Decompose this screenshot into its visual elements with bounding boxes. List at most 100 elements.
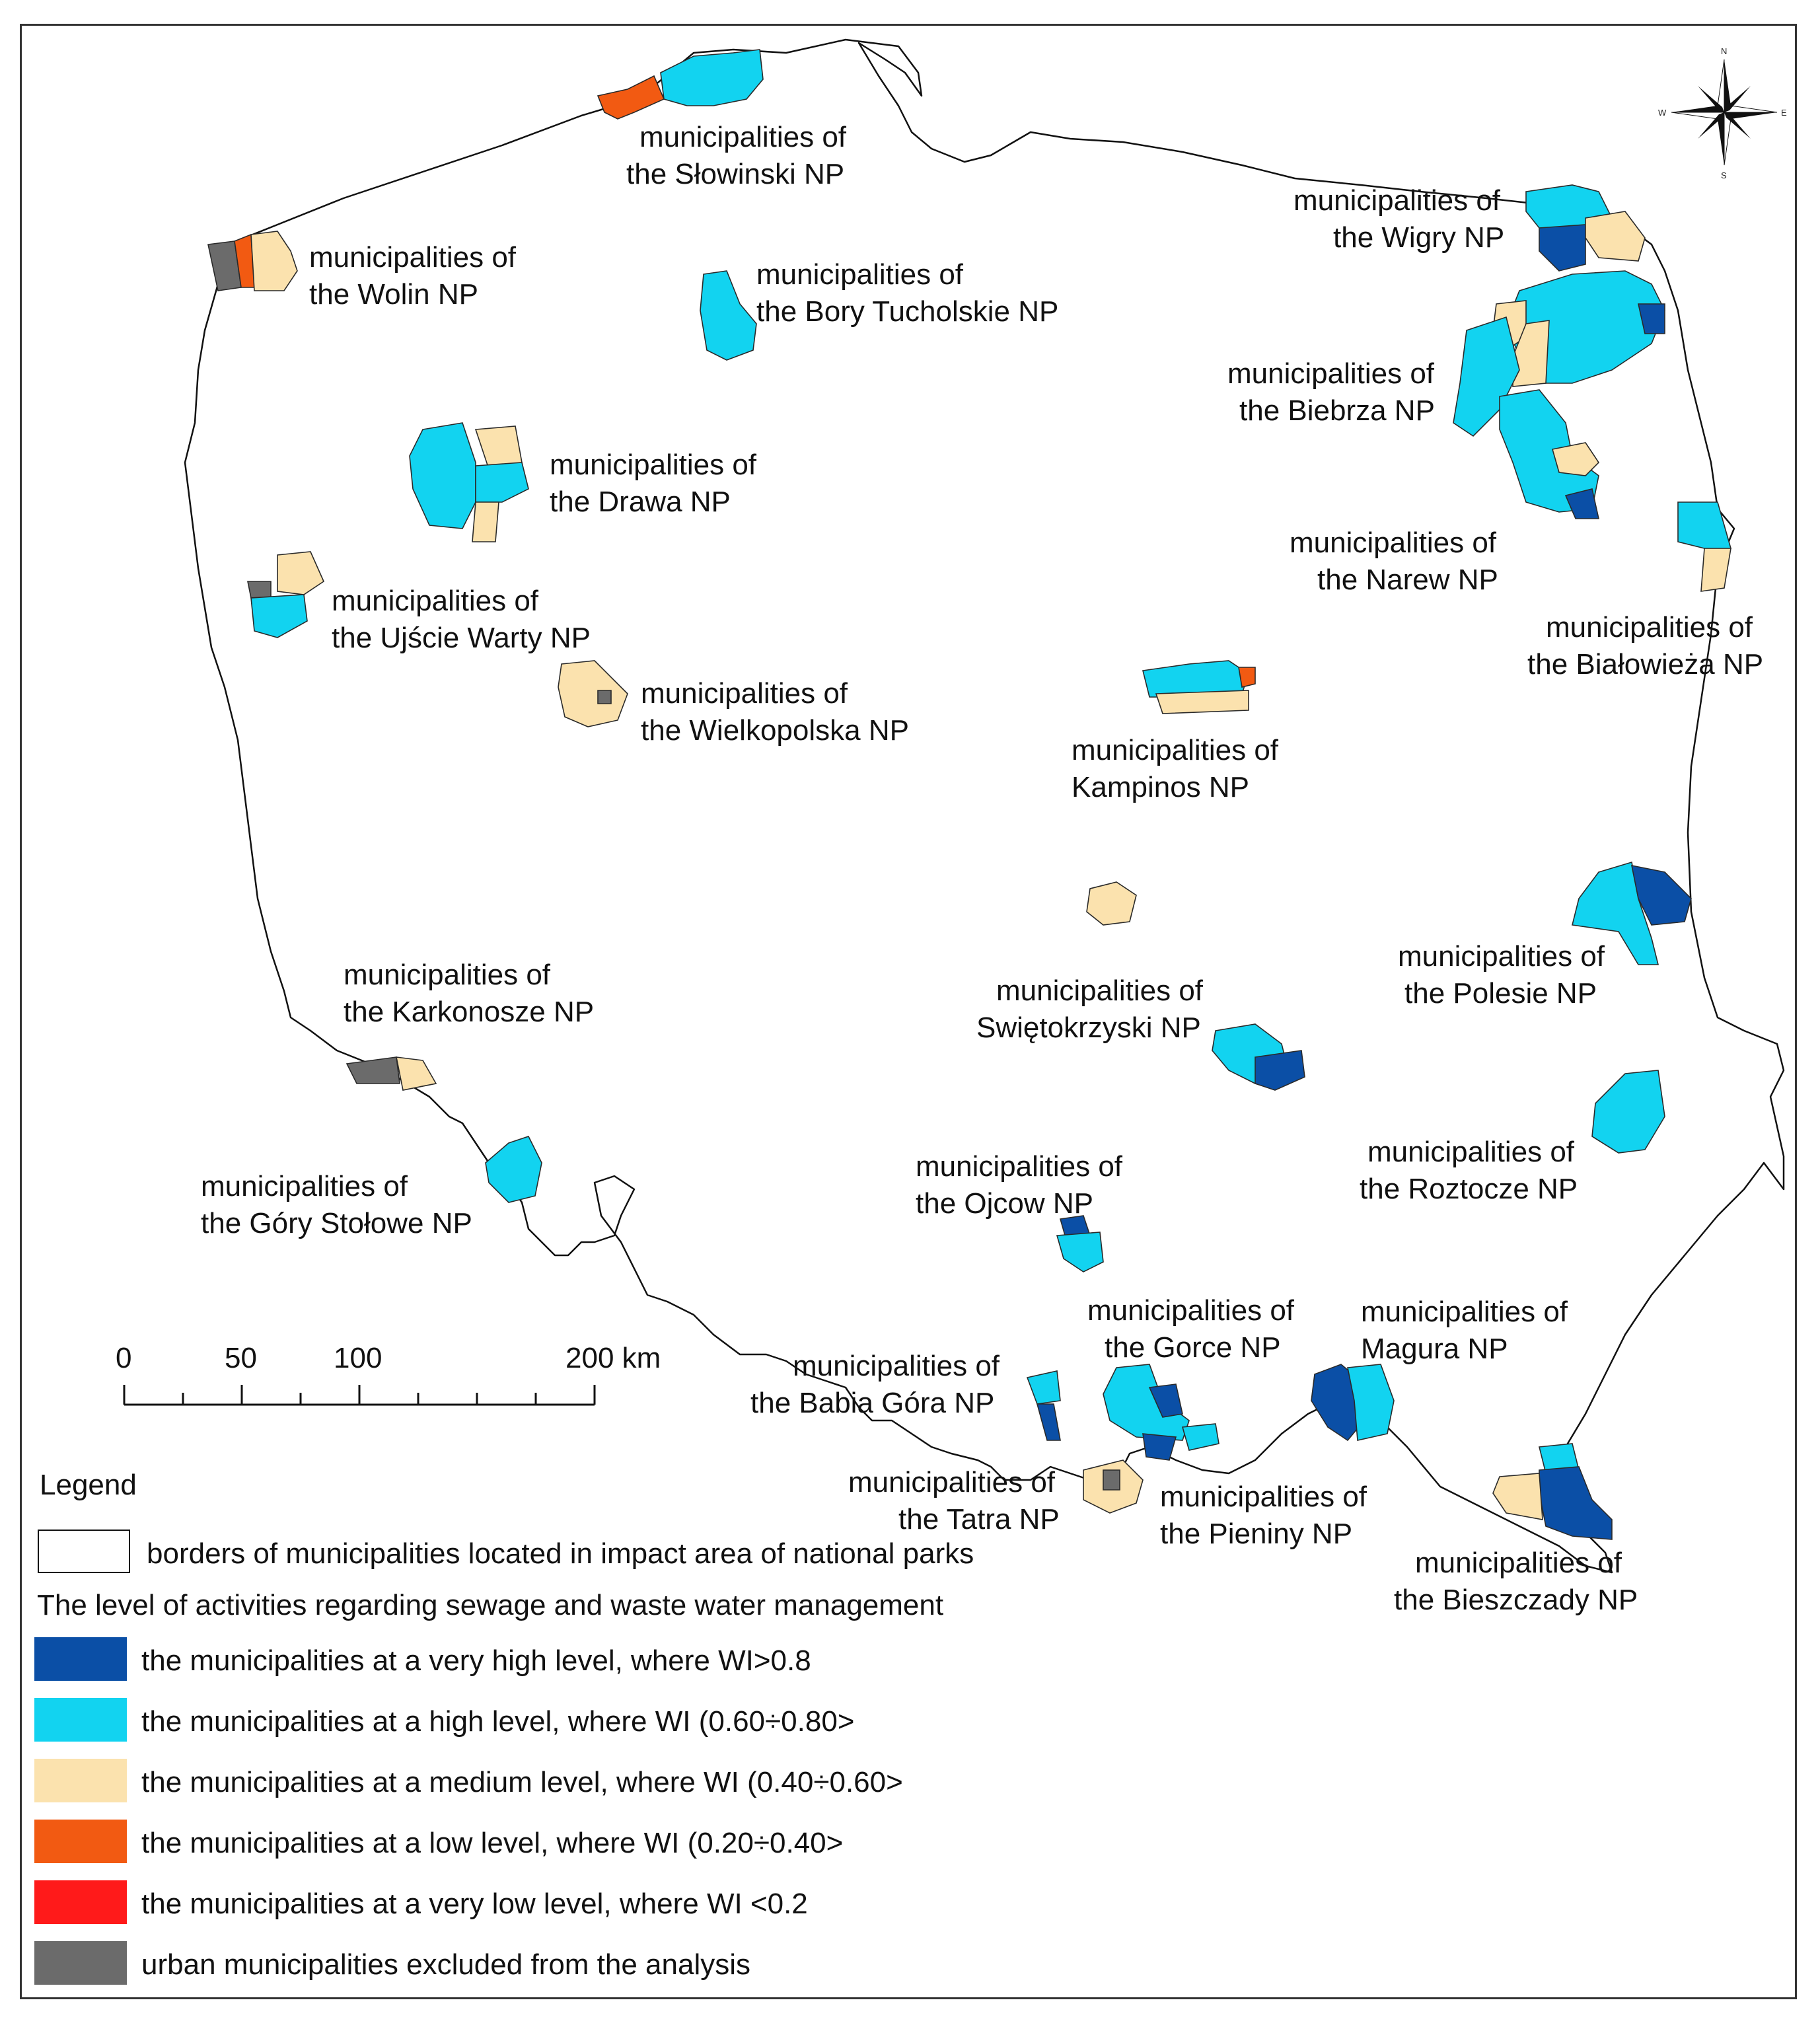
region-shape	[247, 581, 272, 599]
label-gory-stolowe-1: municipalities of	[201, 1170, 408, 1202]
region-shape	[1181, 1423, 1219, 1451]
region-shape	[660, 49, 764, 106]
label-ojcow-2: the Ojcow NP	[916, 1187, 1093, 1220]
region-shape	[597, 75, 665, 120]
label-kampinos-2: Kampinos NP	[1072, 771, 1249, 803]
label-bialowieza-2: the Białowieża NP	[1527, 648, 1763, 681]
legend-label-high: the municipalities at a high level, wher…	[141, 1705, 855, 1738]
region-shape	[1492, 1473, 1543, 1520]
legend-label-urban: urban municipalities excluded from the a…	[141, 1948, 750, 1981]
region-shape	[250, 594, 308, 638]
label-roztocze-1: municipalities of	[1367, 1136, 1575, 1168]
legend-subtitle: The level of activities regarding sewage…	[37, 1589, 943, 1621]
label-swietokrzyski-2: Swiętokrzyski NP	[976, 1012, 1201, 1044]
legend-label-low: the municipalities at a low level, where…	[141, 1827, 843, 1859]
region-shape	[1148, 1383, 1183, 1418]
area-biebrza	[1453, 270, 1665, 437]
area-narew	[1499, 389, 1600, 519]
label-biebrza-1: municipalities of	[1227, 357, 1435, 390]
region-shape	[346, 1056, 400, 1084]
label-roztocze-2: the Roztocze NP	[1360, 1173, 1578, 1205]
legend: Legend borders of municipalities located…	[34, 1469, 974, 1985]
region-shape	[558, 660, 628, 727]
area-karkonosze	[346, 1056, 437, 1091]
label-slowinski-1: municipalities of	[639, 121, 847, 153]
label-polesie-1: municipalities of	[1398, 940, 1605, 973]
label-karkonosze-1: municipalities of	[344, 959, 551, 991]
legend-border-swatch	[38, 1530, 130, 1573]
area-unlabeled-medium	[1086, 881, 1137, 926]
region-shape	[277, 551, 325, 595]
label-kampinos-1: municipalities of	[1072, 734, 1279, 766]
label-narew-1: municipalities of	[1290, 527, 1497, 559]
label-pieniny-1: municipalities of	[1160, 1481, 1367, 1513]
compass-n: N	[1721, 46, 1727, 56]
area-slowinski	[597, 49, 764, 120]
label-ujscie-2: the Ujście Warty NP	[332, 622, 591, 654]
label-karkonosze-2: the Karkonosze NP	[344, 996, 594, 1028]
area-magura	[1311, 1364, 1395, 1442]
label-gorce-2: the Gorce NP	[1105, 1331, 1281, 1364]
label-bieszczady-1: municipalities of	[1415, 1547, 1622, 1579]
area-kampinos	[1142, 660, 1256, 714]
region-shape	[1238, 667, 1256, 688]
label-bieszczady-2: the Bieszczady NP	[1394, 1584, 1638, 1616]
region-shape	[475, 462, 529, 503]
region-shape	[1539, 1466, 1613, 1540]
label-wolin-2: the Wolin NP	[309, 278, 478, 311]
label-tatra-1: municipalities of	[848, 1466, 1056, 1498]
region-shape	[1453, 316, 1520, 437]
label-wigry-2: the Wigry NP	[1333, 221, 1504, 254]
area-wigry	[1525, 184, 1646, 272]
label-ojcow-1: municipalities of	[916, 1150, 1123, 1183]
area-bieszczady	[1492, 1443, 1613, 1540]
label-gorce-1: municipalities of	[1087, 1294, 1295, 1327]
area-bory-tucholskie	[700, 270, 757, 361]
region-shape	[1142, 1433, 1177, 1461]
region-shape	[1539, 224, 1586, 272]
area-drawa	[409, 422, 529, 542]
scale-tick-100: 100	[334, 1342, 382, 1374]
region-shape	[395, 1056, 437, 1091]
compass-w: W	[1658, 108, 1667, 118]
region-shape	[1103, 1469, 1120, 1491]
compass-rose: N S E W	[1658, 46, 1787, 180]
label-bory-2: the Bory Tucholskie NP	[756, 295, 1058, 328]
label-bory-1: municipalities of	[756, 258, 964, 291]
region-shape	[250, 231, 298, 291]
region-shape	[1630, 864, 1692, 926]
label-ujscie-1: municipalities of	[332, 585, 539, 617]
label-drawa-1: municipalities of	[550, 449, 757, 481]
region-shape	[1585, 211, 1646, 262]
label-babia-gora-2: the Babia Góra NP	[750, 1387, 994, 1419]
label-wielkopolska-1: municipalities of	[641, 677, 848, 710]
region-shape	[1103, 1364, 1190, 1441]
legend-title: Legend	[40, 1469, 137, 1501]
region-shape	[1056, 1232, 1104, 1273]
label-drawa-2: the Drawa NP	[550, 486, 731, 518]
label-wielkopolska-2: the Wielkopolska NP	[641, 714, 909, 747]
legend-swatch-low	[34, 1820, 127, 1863]
compass-e: E	[1781, 108, 1787, 118]
scale-tick-0: 0	[116, 1342, 131, 1374]
legend-border-label: borders of municipalities located in imp…	[147, 1537, 974, 1570]
label-magura-1: municipalities of	[1361, 1296, 1568, 1328]
area-swietokrzyski	[1212, 1023, 1305, 1091]
region-shape	[1036, 1403, 1061, 1441]
region-shape	[1551, 442, 1600, 476]
area-polesie	[1572, 861, 1692, 965]
scale-tick-200: 200 km	[565, 1342, 661, 1374]
area-wolin	[207, 231, 298, 291]
label-tatra-2: the Tatra NP	[898, 1503, 1060, 1535]
label-slowinski-2: the Słowinski NP	[626, 158, 844, 190]
legend-swatch-very-low	[34, 1880, 127, 1924]
region-shape	[409, 422, 476, 529]
legend-label-medium: the municipalities at a medium level, wh…	[141, 1766, 903, 1798]
area-roztocze	[1591, 1070, 1665, 1154]
area-ujscie-warty	[247, 551, 325, 638]
legend-swatch-very-high	[34, 1637, 127, 1681]
region-shape	[1638, 303, 1665, 334]
scale-bar: 0 50 100 200 km	[116, 1342, 661, 1406]
area-babia-gora	[1026, 1370, 1061, 1441]
